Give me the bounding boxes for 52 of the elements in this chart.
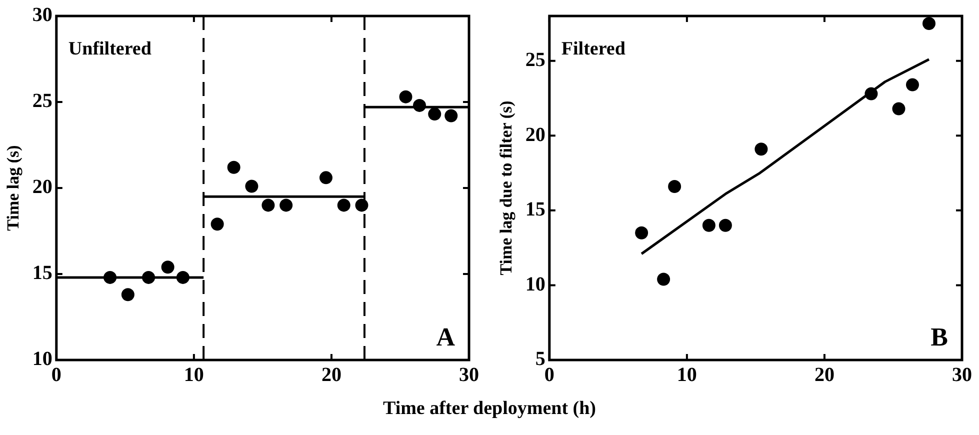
point [227, 160, 240, 174]
point [702, 218, 716, 232]
y-tick-label: 25 [32, 90, 52, 112]
x-axis-title: Time after deployment (h) [382, 398, 598, 420]
point [262, 198, 275, 212]
y-tick-label: 30 [32, 4, 52, 26]
x-tick-label: 0 [544, 364, 554, 386]
y-tick-label: 15 [525, 198, 546, 221]
annotation: Unfiltered [68, 38, 152, 60]
point [104, 270, 117, 284]
point [428, 108, 442, 121]
point [161, 260, 174, 274]
point [754, 142, 768, 156]
point [922, 16, 936, 30]
y-tick-label: 20 [32, 176, 52, 198]
y-tick-label: 10 [32, 348, 52, 370]
annotation: B [930, 322, 948, 352]
x-tick-label: 10 [184, 364, 204, 386]
y-tick-label: 5 [535, 348, 546, 370]
x-tick-label: 30 [952, 364, 972, 386]
point [635, 226, 648, 240]
point [906, 78, 919, 92]
y-tick-label: 10 [525, 273, 546, 296]
point [319, 171, 332, 184]
point [355, 198, 368, 212]
point [718, 218, 732, 232]
point [892, 102, 906, 116]
x-tick-label: 0 [51, 364, 62, 386]
point [245, 180, 258, 193]
point [412, 98, 426, 112]
x-tick-label: 10 [676, 364, 697, 386]
point [280, 198, 293, 212]
y-axis-title: Time lag due to filter (s) [496, 100, 516, 276]
y-axis-title: Time lag (s) [4, 145, 23, 231]
point [864, 87, 878, 100]
x-tick-label: 20 [321, 364, 342, 386]
point [121, 288, 134, 302]
point [668, 180, 682, 194]
point [176, 270, 190, 284]
annotation: A [436, 322, 456, 352]
point [337, 198, 350, 212]
y-tick-label: 25 [525, 49, 546, 72]
y-tick-label: 20 [525, 124, 546, 146]
point [210, 218, 224, 231]
point [444, 109, 458, 122]
x-tick-label: 30 [459, 364, 479, 386]
point [657, 272, 670, 286]
x-tick-label: 20 [814, 364, 834, 386]
annotation: Filtered [561, 38, 626, 60]
point [142, 270, 156, 284]
y-tick-label: 15 [32, 262, 52, 284]
point [399, 90, 412, 104]
